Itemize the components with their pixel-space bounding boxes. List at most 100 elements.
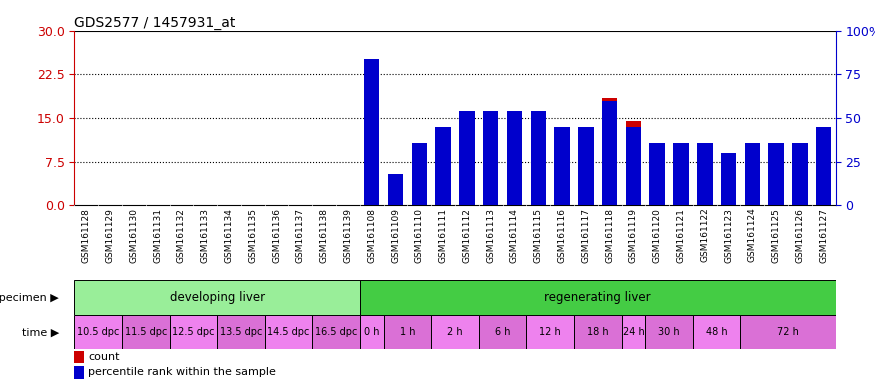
Bar — [360, 315, 383, 349]
Text: GSM161139: GSM161139 — [344, 208, 353, 263]
Text: GDS2577 / 1457931_at: GDS2577 / 1457931_at — [74, 16, 235, 30]
Text: GSM161115: GSM161115 — [534, 208, 542, 263]
Bar — [360, 280, 836, 315]
Text: GSM161120: GSM161120 — [653, 208, 662, 263]
Bar — [673, 142, 689, 205]
Bar — [673, 153, 689, 205]
Bar — [411, 176, 427, 205]
Bar — [792, 142, 808, 205]
Bar — [436, 156, 451, 205]
Text: GSM161108: GSM161108 — [368, 208, 376, 263]
Bar — [170, 315, 217, 349]
Bar — [74, 280, 360, 315]
Bar — [74, 366, 83, 379]
Text: GSM161110: GSM161110 — [415, 208, 424, 263]
Text: percentile rank within the sample: percentile rank within the sample — [88, 367, 276, 377]
Text: GSM161125: GSM161125 — [772, 208, 780, 263]
Bar — [122, 315, 170, 349]
Bar — [74, 351, 83, 363]
Bar — [649, 142, 665, 205]
Text: specimen ▶: specimen ▶ — [0, 293, 60, 303]
Text: GSM161127: GSM161127 — [819, 208, 829, 263]
Text: GSM161113: GSM161113 — [487, 208, 495, 263]
Text: 24 h: 24 h — [622, 327, 644, 337]
Bar — [626, 127, 641, 205]
Text: regenerating liver: regenerating liver — [544, 291, 651, 304]
Bar — [697, 150, 712, 205]
Text: GSM161117: GSM161117 — [581, 208, 591, 263]
Bar — [649, 150, 665, 205]
Bar — [507, 130, 522, 205]
Text: 72 h: 72 h — [777, 327, 799, 337]
Text: GSM161122: GSM161122 — [700, 208, 710, 262]
Text: GSM161134: GSM161134 — [225, 208, 234, 263]
Bar — [555, 139, 570, 205]
Text: 0 h: 0 h — [364, 327, 380, 337]
Bar — [816, 127, 831, 205]
Bar — [383, 315, 431, 349]
Text: GSM161112: GSM161112 — [462, 208, 472, 263]
Text: GSM161109: GSM161109 — [391, 208, 400, 263]
Text: time ▶: time ▶ — [22, 327, 60, 337]
Bar — [507, 111, 522, 205]
Text: 48 h: 48 h — [706, 327, 727, 337]
Bar — [388, 188, 403, 205]
Bar — [312, 315, 360, 349]
Bar — [693, 315, 740, 349]
Text: 12 h: 12 h — [539, 327, 561, 337]
Text: 16.5 dpc: 16.5 dpc — [315, 327, 357, 337]
Text: GSM161116: GSM161116 — [557, 208, 566, 263]
Text: GSM161114: GSM161114 — [510, 208, 519, 263]
Bar — [721, 162, 736, 205]
Text: GSM161131: GSM161131 — [153, 208, 162, 263]
Bar — [459, 132, 474, 205]
Bar — [527, 315, 574, 349]
Text: 11.5 dpc: 11.5 dpc — [124, 327, 167, 337]
Bar — [646, 315, 693, 349]
Text: developing liver: developing liver — [170, 291, 264, 304]
Bar — [388, 174, 403, 205]
Bar — [364, 59, 380, 205]
Text: 12.5 dpc: 12.5 dpc — [172, 327, 214, 337]
Bar — [431, 315, 479, 349]
Text: 18 h: 18 h — [587, 327, 608, 337]
Bar — [602, 98, 618, 205]
Text: 6 h: 6 h — [495, 327, 510, 337]
Text: GSM161138: GSM161138 — [319, 208, 329, 263]
Text: GSM161128: GSM161128 — [81, 208, 91, 263]
Bar — [530, 111, 546, 205]
Text: GSM161133: GSM161133 — [200, 208, 210, 263]
Bar — [626, 121, 641, 205]
Text: GSM161129: GSM161129 — [106, 208, 115, 263]
Bar — [74, 315, 122, 349]
Bar — [483, 111, 499, 205]
Bar — [816, 132, 831, 205]
Bar — [265, 315, 312, 349]
Text: GSM161121: GSM161121 — [676, 208, 685, 263]
Text: GSM161137: GSM161137 — [296, 208, 304, 263]
Bar — [411, 142, 427, 205]
Bar — [364, 92, 380, 205]
Text: GSM161135: GSM161135 — [248, 208, 257, 263]
Bar — [578, 141, 593, 205]
Text: count: count — [88, 352, 120, 362]
Bar — [217, 315, 265, 349]
Text: GSM161136: GSM161136 — [272, 208, 281, 263]
Bar — [479, 315, 527, 349]
Bar — [740, 315, 836, 349]
Bar — [602, 101, 618, 205]
Text: 14.5 dpc: 14.5 dpc — [267, 327, 310, 337]
Text: GSM161130: GSM161130 — [130, 208, 138, 263]
Text: GSM161119: GSM161119 — [629, 208, 638, 263]
Bar — [768, 156, 784, 205]
Text: 13.5 dpc: 13.5 dpc — [220, 327, 262, 337]
Bar — [578, 127, 593, 205]
Text: 10.5 dpc: 10.5 dpc — [77, 327, 119, 337]
Bar — [459, 111, 474, 205]
Text: 1 h: 1 h — [400, 327, 415, 337]
Text: GSM161111: GSM161111 — [438, 208, 448, 263]
Text: GSM161132: GSM161132 — [177, 208, 185, 263]
Bar — [574, 315, 621, 349]
Bar — [792, 150, 808, 205]
Bar — [621, 315, 646, 349]
